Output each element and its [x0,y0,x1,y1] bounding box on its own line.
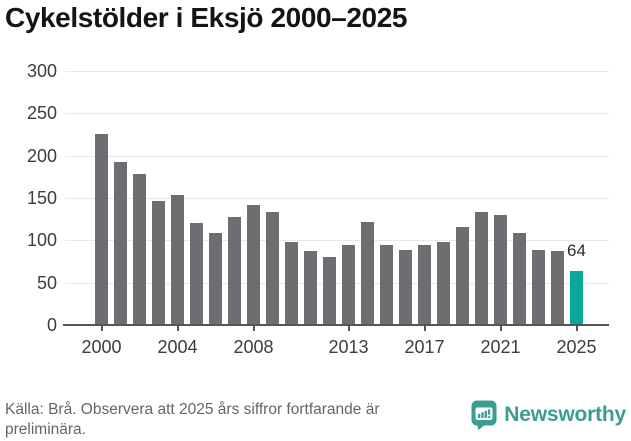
bar-2025 [570,271,583,325]
gridline [65,113,609,115]
bar-2003 [152,201,165,325]
y-axis-label: 100 [26,230,57,251]
newsworthy-logo-icon [471,400,497,430]
x-axis-label: 2017 [404,337,445,357]
bar-2019 [456,227,469,325]
x-axis-label: 2000 [81,337,122,357]
bar-2014 [361,222,374,325]
x-axis-label: 2008 [233,337,274,357]
bar-2009 [266,212,279,325]
bar-2008 [247,205,260,325]
bar-2013 [342,245,355,325]
gridline [65,282,609,284]
y-axis-label: 0 [46,315,57,335]
bar-2016 [399,250,412,325]
bar-2007 [228,217,241,325]
bar-2024 [551,251,564,325]
gridline [65,155,609,157]
gridline [65,198,609,199]
bar-2022 [513,233,526,325]
newsworthy-logo[interactable]: Newsworthy [471,400,626,430]
bar-2010 [285,242,298,325]
bar-2006 [209,233,222,325]
x-axis-label: 2004 [157,337,198,357]
bar-2000 [95,134,108,325]
bar-2011 [304,251,317,325]
y-axis-label: 300 [26,61,57,81]
x-axis-label: 2025 [556,337,597,357]
x-axis-label: 2013 [328,337,369,357]
bar-2017 [418,245,431,325]
gridline [65,240,609,242]
gridline [65,71,609,72]
chart-title: Cykelstölder i Eksjö 2000–2025 [5,2,408,33]
source-note: Källa: Brå. Observera att 2025 års siffr… [5,401,380,439]
x-axis-label: 2021 [480,337,521,357]
bar-2020 [475,212,488,325]
bar-2015 [380,245,393,325]
bar-2002 [133,174,146,325]
x-axis-tick [347,326,350,331]
y-axis-label: 50 [36,272,57,293]
x-axis-line [63,324,609,326]
bar-2001 [114,162,127,325]
bar-2018 [437,242,450,325]
x-axis-tick [176,326,179,331]
y-axis-label: 150 [26,188,57,208]
x-axis-tick [575,326,578,331]
bar-value-label: 64 [567,241,586,260]
bar-2012 [323,257,336,325]
y-axis-label: 200 [26,145,57,166]
x-axis-tick [100,326,103,331]
bar-2005 [190,223,203,325]
bar-2021 [494,215,507,325]
bar-2023 [532,250,545,325]
x-axis-tick [252,326,255,331]
newsworthy-wordmark: Newsworthy [504,403,626,426]
x-axis-tick [423,326,426,331]
x-axis-tick [499,326,502,331]
bar-2004 [171,195,184,325]
y-axis-label: 250 [26,103,57,124]
